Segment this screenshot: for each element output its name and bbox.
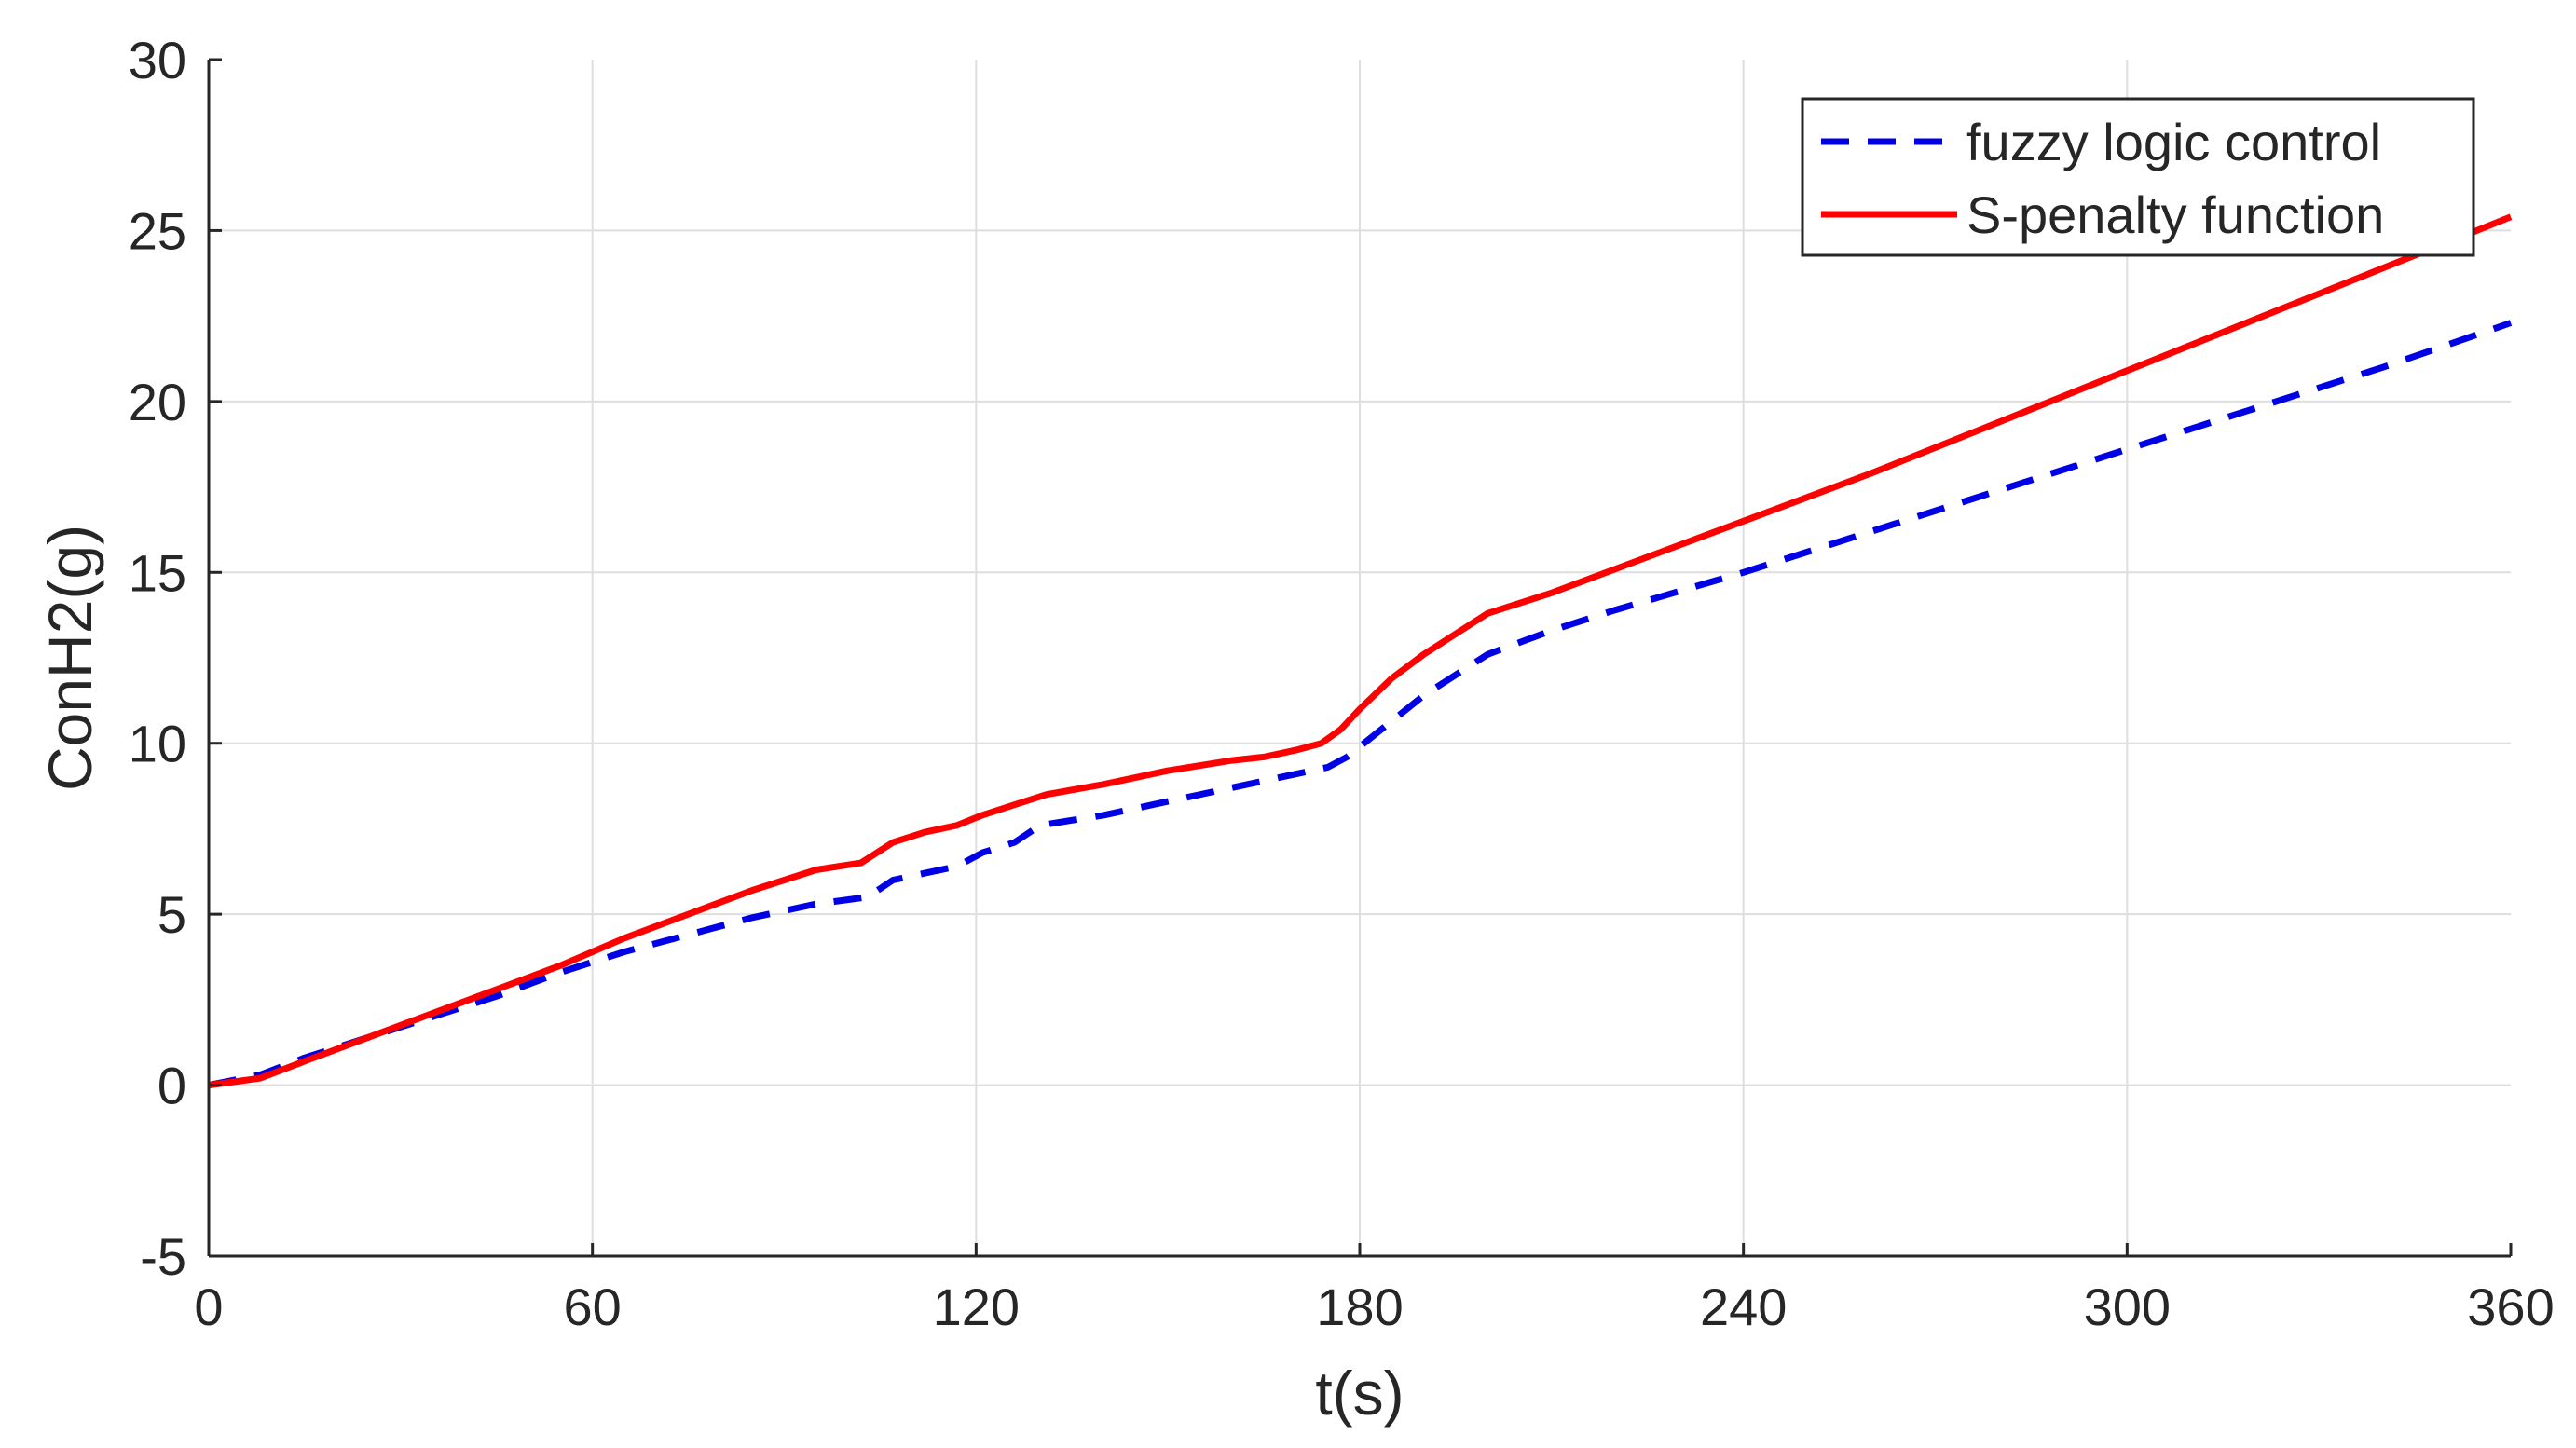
y-tick-label: 15 [129,543,186,602]
series-layer [208,213,2513,1089]
x-tick-label: 360 [2467,1277,2554,1336]
legend: fuzzy logic control S-penalty function [1801,97,2475,257]
x-tick-label: 300 [2084,1277,2171,1336]
series-line-1 [208,213,2513,1089]
y-axis-label: ConH2(g) [35,525,104,791]
y-tick-label: 20 [129,373,186,431]
y-tick-label: 5 [158,885,186,944]
y-tick-label: 0 [158,1057,186,1115]
y-tick-label: 25 [129,201,186,260]
x-tick-label: 120 [933,1277,1020,1336]
series-line-0 [208,320,2513,1089]
legend-label-fuzzy-logic-control: fuzzy logic control [1966,113,2381,171]
axes [207,58,2513,1258]
legend-label-s-penalty-function: S-penalty function [1966,185,2384,244]
x-axis-label: t(s) [1315,1359,1404,1428]
x-tick-label: 0 [194,1277,223,1336]
y-tick-label: 30 [129,31,186,89]
legend-box [1801,97,2475,257]
y-tick-label: 10 [129,715,186,773]
x-tick-label: 180 [1316,1277,1403,1336]
y-tick-label: -5 [140,1227,186,1286]
x-tick-label: 60 [564,1277,622,1336]
x-tick-label: 240 [1700,1277,1787,1336]
